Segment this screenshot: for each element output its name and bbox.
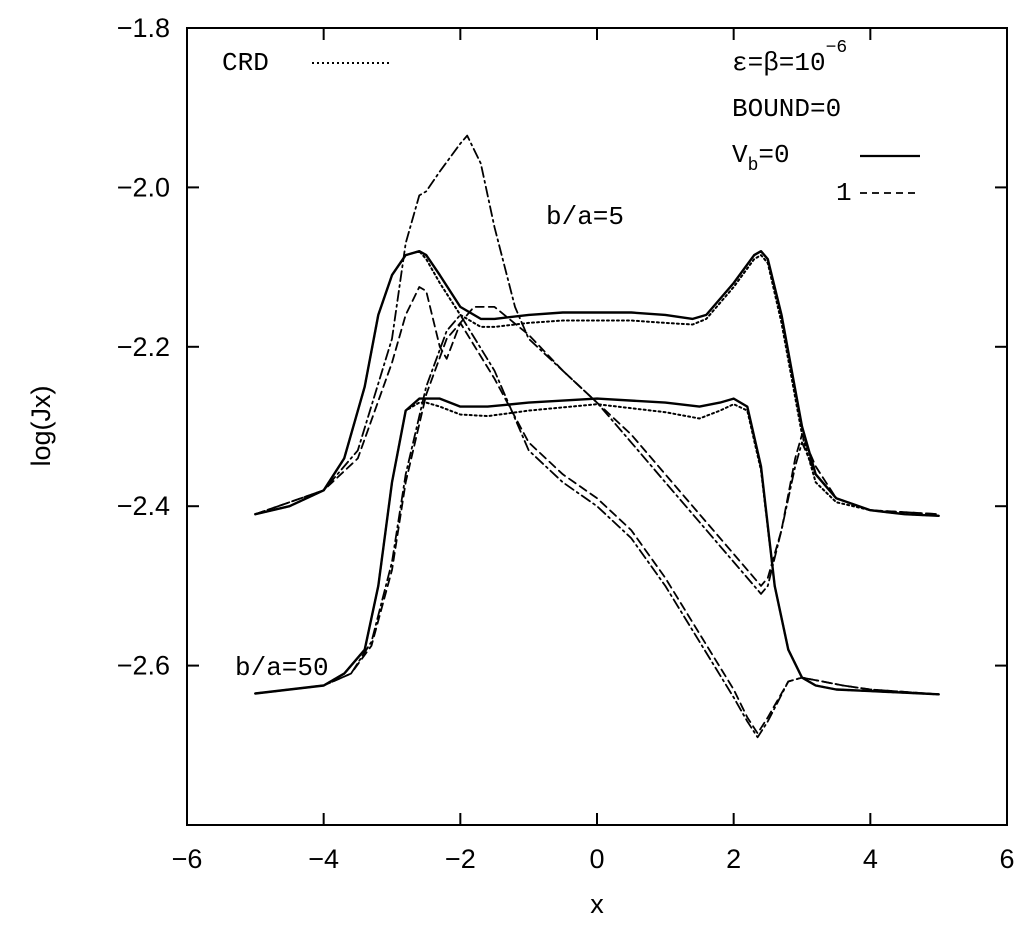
series-line-dashed-7 <box>254 321 940 735</box>
annotation-ba5: b/a=5 <box>546 202 624 232</box>
legend-vb1-label: 1 <box>836 178 852 208</box>
x-tick-label: 6 <box>999 844 1014 874</box>
x-tick-label: 0 <box>589 844 604 874</box>
y-tick-label: −2.0 <box>117 172 170 202</box>
legend-params: ε=β=10−6 <box>732 38 847 78</box>
series-line-dashdot-6 <box>254 313 940 739</box>
legend-params-eps: ε=β=10 <box>732 48 826 78</box>
plot-frame <box>186 27 1008 826</box>
series-line-solid-0 <box>254 249 940 517</box>
series-line-crd-1 <box>254 250 940 517</box>
annotation-ba50: b/a=50 <box>235 653 329 683</box>
y-tick-label: −2.6 <box>117 651 170 681</box>
x-tick-label: −4 <box>308 844 339 874</box>
y-axis-ticks: −1.8 −2.0 −2.2 −2.4 −2.6 <box>117 13 1007 681</box>
x-tick-label: 4 <box>863 844 878 874</box>
legend-vb0-label: Vb=0 <box>732 140 790 176</box>
x-tick-label: −2 <box>445 844 476 874</box>
y-axis-label: log(Jx) <box>26 385 56 466</box>
x-tick-label: −6 <box>172 844 203 874</box>
legend-vb-subscript: b <box>748 156 759 176</box>
series-line-dashed-3 <box>254 286 940 587</box>
x-axis-label: x <box>590 889 604 919</box>
series-line-solid-4 <box>254 397 940 696</box>
legend-crd-label: CRD <box>222 48 269 78</box>
legend-bound: BOUND=0 <box>732 94 841 124</box>
series-line-crd-5 <box>254 401 940 696</box>
x-axis-ticks: −6 −4 −2 0 2 4 6 <box>172 28 1015 874</box>
y-tick-label: −1.8 <box>117 13 170 43</box>
legend: CRD ε=β=10−6 BOUND=0 Vb=0 1 <box>222 38 920 208</box>
legend-vb0-value: =0 <box>758 140 789 170</box>
legend-params-exponent: −6 <box>826 38 848 58</box>
y-tick-label: −2.2 <box>117 332 170 362</box>
y-tick-label: −2.4 <box>117 491 170 521</box>
x-tick-label: 2 <box>726 844 741 874</box>
series-layer <box>254 134 940 739</box>
legend-vb-prefix: V <box>732 140 748 170</box>
